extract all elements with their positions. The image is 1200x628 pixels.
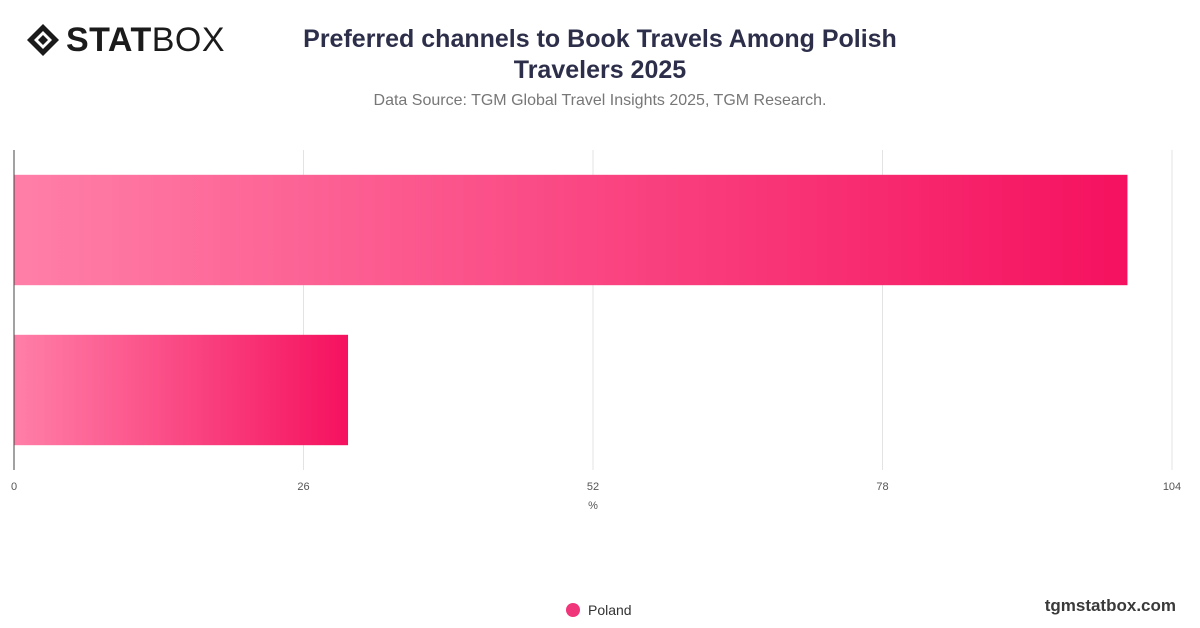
x-axis-label: % [588,500,598,512]
watermark: tgmstatbox.com [1044,596,1176,615]
legend-swatch-poland [566,603,580,617]
diamond-logo-icon [27,24,59,56]
chart-title-line1: Preferred channels to Book Travels Among… [303,25,897,53]
x-tick-label-78: 78 [876,481,888,493]
bar-1[interactable] [14,174,1128,286]
legend[interactable]: Poland [566,602,632,618]
logo-wordmark-light: BOX [151,21,226,59]
x-tick-label-104: 104 [1163,481,1181,493]
x-axis: 0 26 52 78 104% [11,150,1181,512]
bars [14,174,1128,446]
statbox-logo: STATBOX [26,22,225,58]
x-tick-label-0: 0 [11,481,17,493]
bar-chart: 0 26 52 78 104% [11,150,1181,512]
logo-wordmark-bold: STAT [66,21,152,59]
x-tick-label-52: 52 [587,481,599,493]
logo-wordmark: STATBOX [66,22,225,58]
chart-title: Preferred channels to Book Travels Among… [270,24,930,86]
bar-2[interactable] [14,334,349,446]
x-tick-label-26: 26 [297,481,309,493]
chart-subtitle: Data Source: TGM Global Travel Insights … [373,92,827,109]
chart-title-line2: Travelers 2025 [513,56,687,84]
legend-label-poland: Poland [588,602,632,618]
